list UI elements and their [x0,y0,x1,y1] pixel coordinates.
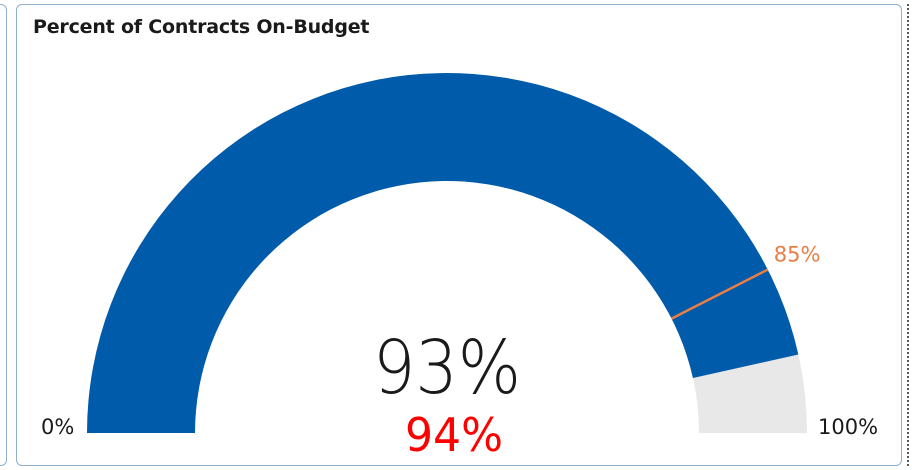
gauge-value-label: 93% [373,325,521,411]
gauge-value-fill [87,73,799,433]
gauge-min-label: 0% [41,415,74,439]
chart-title: Percent of Contracts On-Budget [33,16,370,38]
gauge-target-label: 85% [774,243,821,267]
resize-border-dotted[interactable] [907,4,909,466]
gauge-secondary-label: 94% [405,408,503,462]
gauge-target-marker [670,268,769,320]
gauge-max-label: 100% [818,415,878,439]
